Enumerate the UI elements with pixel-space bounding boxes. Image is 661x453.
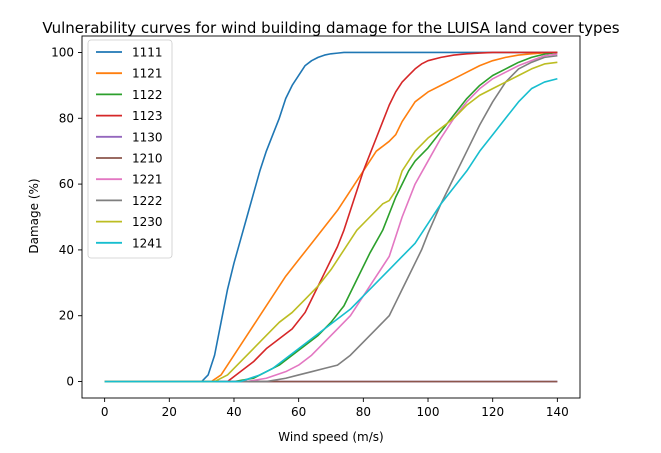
- series-line-1111: [104, 51, 558, 383]
- x-tick-label: 0: [101, 405, 109, 419]
- y-tick-label: 100: [51, 45, 74, 59]
- x-tick-label: 20: [162, 405, 177, 419]
- legend-label-1230: 1230: [132, 215, 163, 229]
- x-tick-label: 60: [291, 405, 306, 419]
- y-tick-label: 80: [59, 111, 74, 125]
- legend-label-1241: 1241: [132, 236, 163, 250]
- y-tick-label: 60: [59, 177, 74, 191]
- y-tick-label: 40: [59, 243, 74, 257]
- legend-label-1123: 1123: [132, 109, 163, 123]
- legend-label-1221: 1221: [132, 173, 163, 187]
- legend-label-1111: 1111: [132, 46, 163, 60]
- series-line-1123: [104, 51, 558, 383]
- series-line-1230: [104, 61, 558, 383]
- series-line-1221: [104, 53, 558, 383]
- series-line-1122: [104, 51, 558, 383]
- legend-label-1121: 1121: [132, 67, 163, 81]
- legend-label-1130: 1130: [132, 130, 163, 144]
- series-layer: [104, 51, 558, 383]
- chart-title: Vulnerability curves for wind building d…: [42, 19, 619, 37]
- legend: 1111 1121 1122 1123 1130 1210 1221 1222 1230 1241: [87, 39, 173, 259]
- series-line-1241: [104, 78, 558, 383]
- x-tick-label: 100: [417, 405, 440, 419]
- x-axis-label: Wind speed (m/s): [278, 430, 383, 444]
- y-axis-label: Damage (%): [27, 178, 41, 253]
- plot-frame: [81, 35, 581, 399]
- x-tick-label: 120: [481, 405, 504, 419]
- legend-label-1122: 1122: [132, 88, 163, 102]
- axes-layer: 0 20 40 60 80 100 120 140 0 20 40 60 80 100: [51, 35, 581, 419]
- x-tick-label: 80: [356, 405, 371, 419]
- series-line-1121: [104, 51, 558, 383]
- legend-label-1210: 1210: [132, 152, 163, 166]
- x-tick-label: 140: [546, 405, 569, 419]
- y-tick-label: 0: [66, 375, 74, 389]
- x-tick-label: 40: [226, 405, 241, 419]
- y-tick-label: 20: [59, 309, 74, 323]
- series-line-1222: [104, 54, 558, 383]
- legend-label-1222: 1222: [132, 194, 163, 208]
